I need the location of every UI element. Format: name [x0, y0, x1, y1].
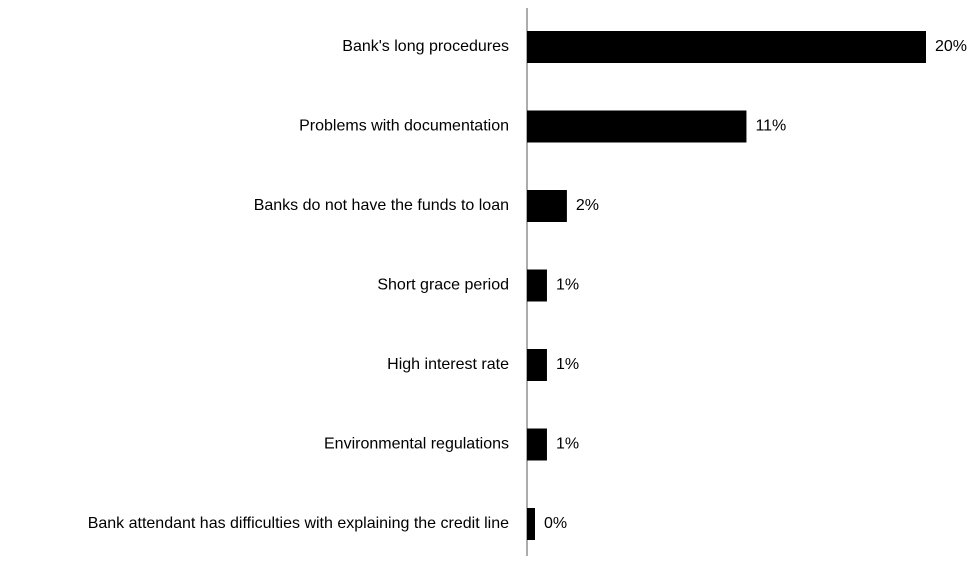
category-label-2: Banks do not have the funds to loan: [254, 197, 509, 214]
category-label-3: Short grace period: [377, 277, 509, 294]
category-label-6: Bank attendant has difficulties with exp…: [88, 515, 509, 532]
bar-5: [527, 428, 547, 461]
data-label-3: 1%: [556, 277, 579, 294]
bar-2: [527, 190, 567, 222]
data-label-4: 1%: [556, 356, 579, 373]
data-label-0: 20%: [935, 38, 967, 55]
bars-group: [527, 31, 926, 540]
bar-4: [527, 349, 547, 381]
bar-6: [527, 508, 535, 540]
category-label-4: High interest rate: [387, 356, 509, 373]
category-labels-group: Bank's long procedures Problems with docu…: [88, 38, 509, 532]
category-label-0: Bank's long procedures: [342, 38, 509, 55]
bar-0: [527, 31, 926, 63]
data-labels-group: 20% 11% 2% 1% 1% 1% 0%: [544, 38, 967, 532]
bar-1: [527, 110, 747, 143]
category-label-1: Problems with documentation: [299, 118, 509, 135]
bar-3: [527, 269, 547, 302]
data-label-1: 11%: [755, 118, 786, 135]
category-label-5: Environmental regulations: [324, 436, 509, 453]
data-label-2: 2%: [576, 197, 599, 214]
data-label-6: 0%: [544, 515, 567, 532]
data-label-5: 1%: [556, 436, 579, 453]
